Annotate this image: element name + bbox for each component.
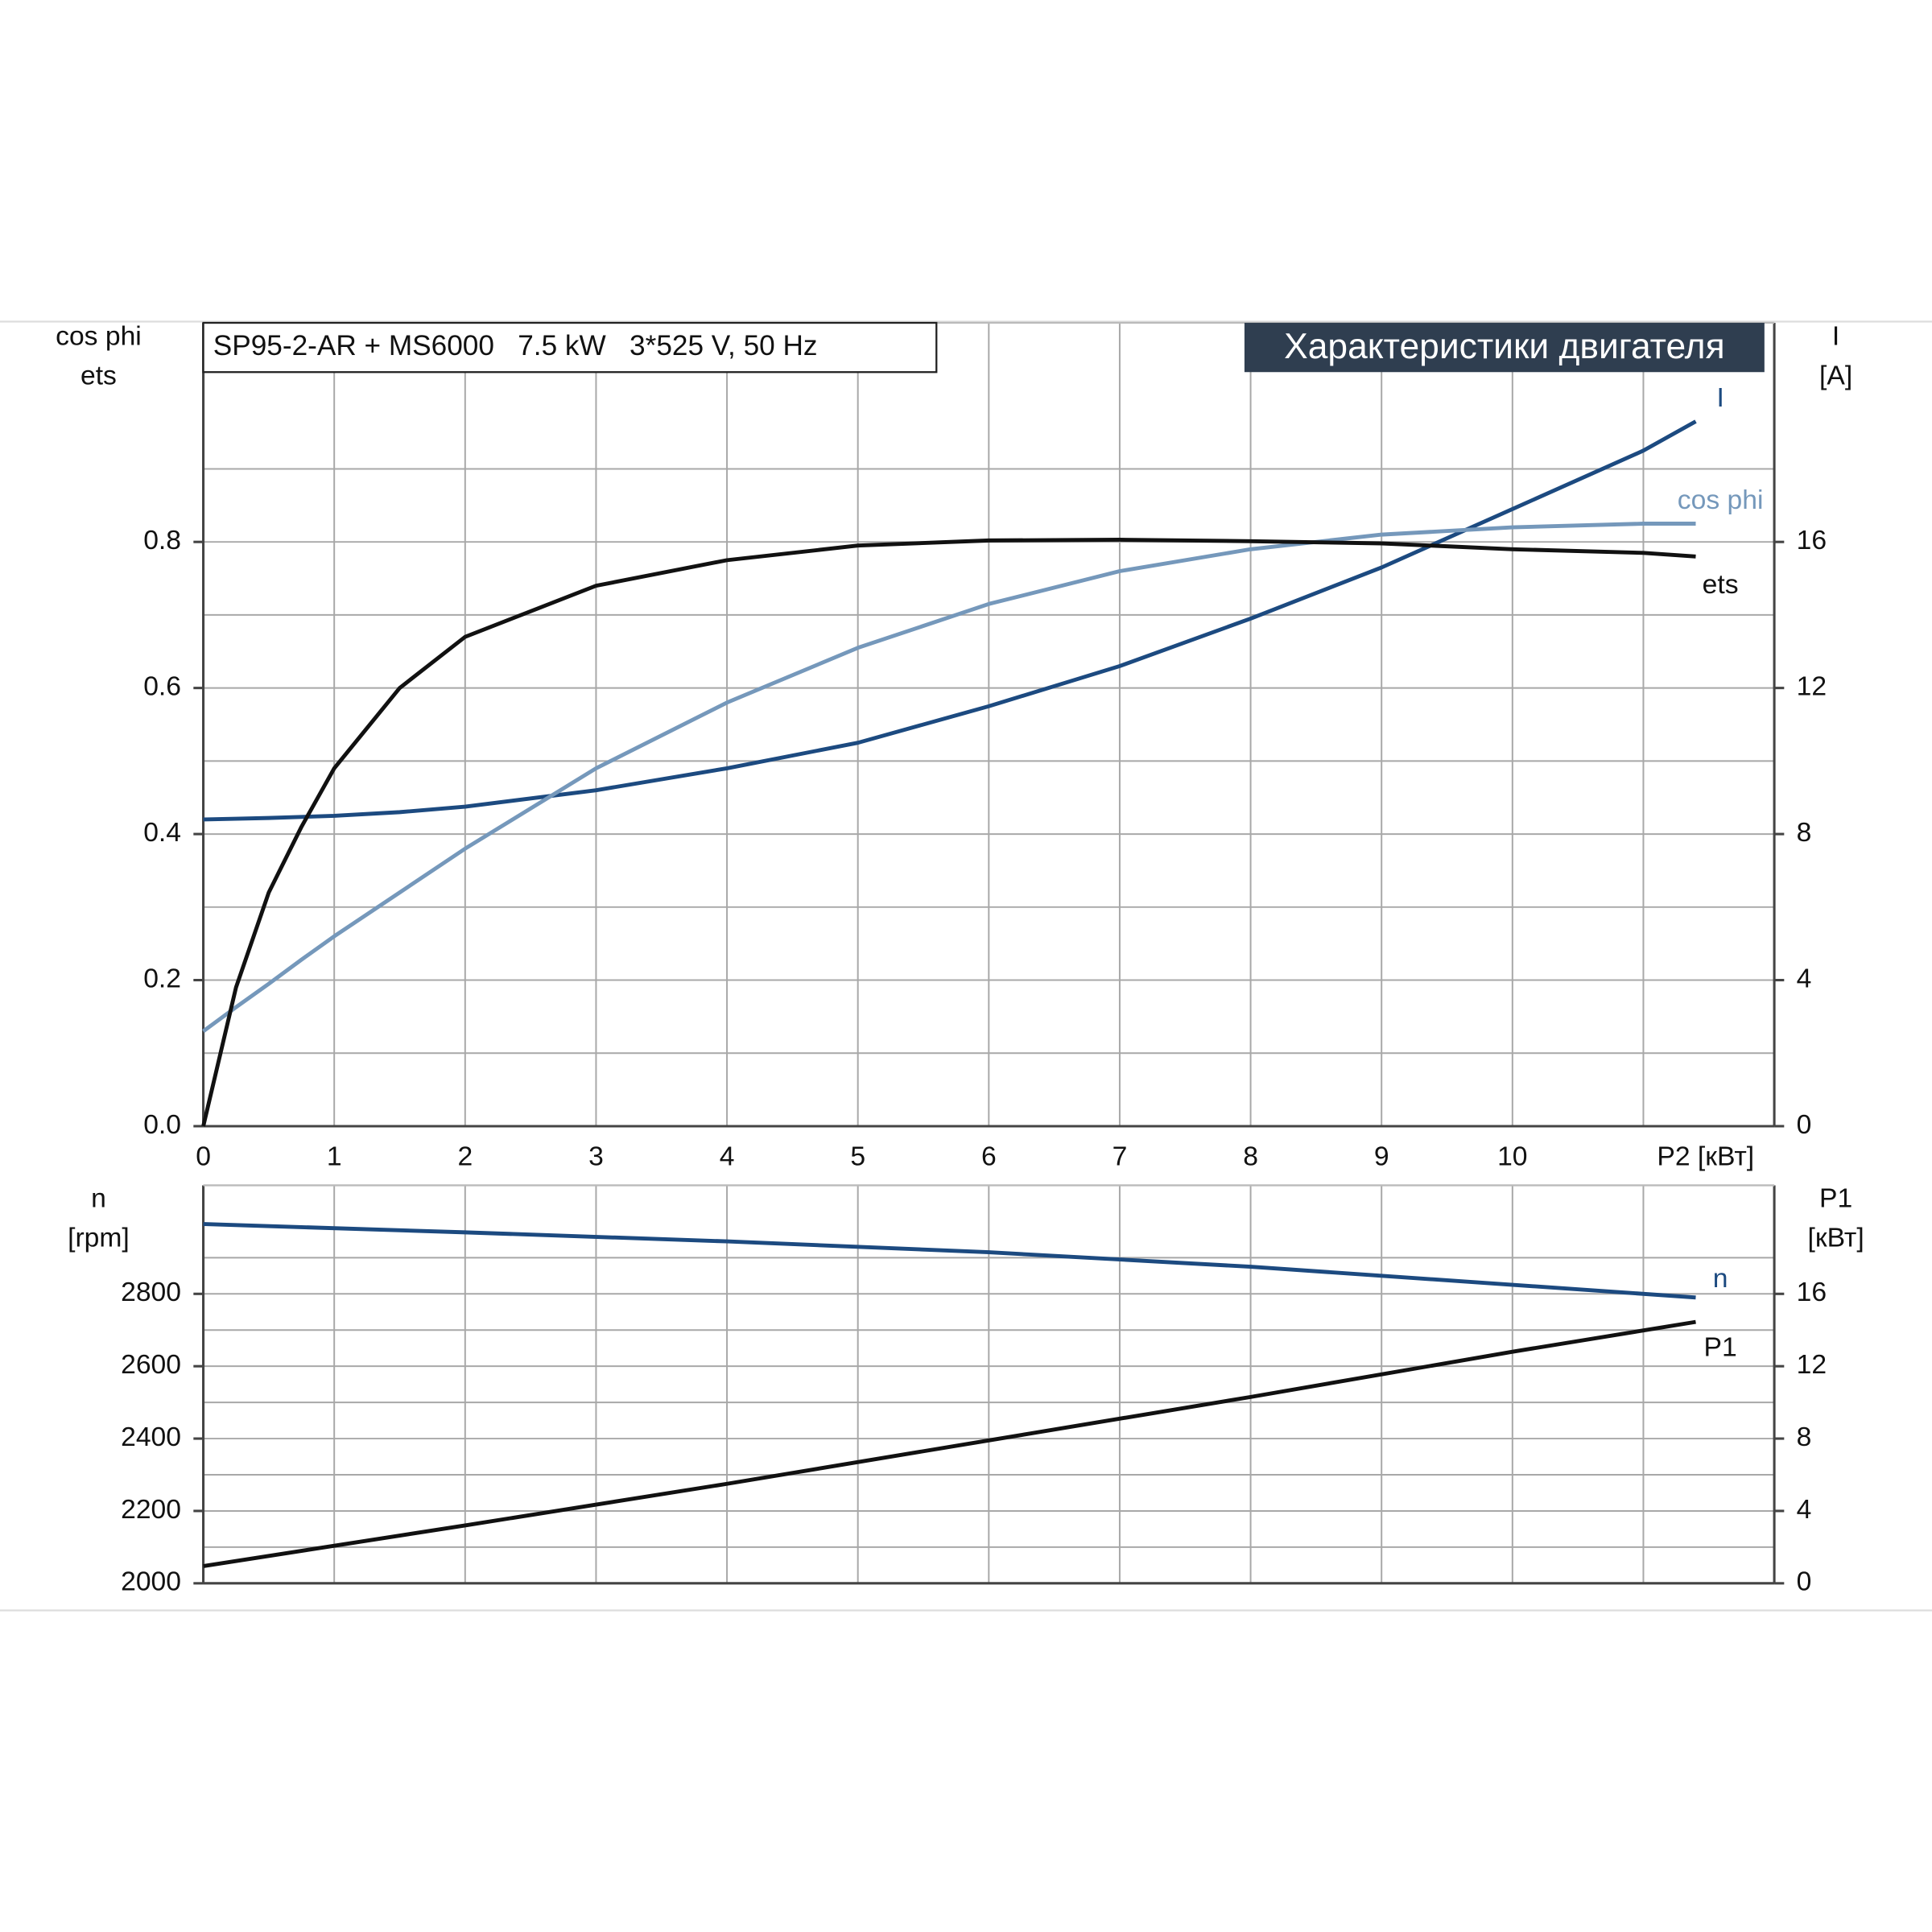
y2-tick-label: 4 [1797,964,1812,993]
y-tick-label: 2000 [121,1567,181,1597]
y2-axis-label: I [1832,321,1839,351]
y-axis-label: [rpm] [68,1224,130,1253]
y-tick-label: 2200 [121,1495,181,1525]
y-tick-label: 0.2 [143,964,181,993]
series-line [203,1319,1696,1568]
y-axis-label: n [91,1184,106,1214]
x-tick-label: 9 [1374,1142,1389,1172]
y2-tick-label: 12 [1797,672,1827,702]
x-tick-label: 8 [1243,1142,1258,1172]
title-banner [1244,323,1765,373]
x-tick-label: 5 [850,1142,865,1172]
series-label: P1 [1704,1333,1737,1363]
series-line [203,419,1697,822]
y-tick-label: 0.0 [143,1110,181,1140]
y-tick-label: 0.8 [143,526,181,555]
y2-tick-label: 12 [1797,1350,1827,1380]
x-tick-label: 4 [720,1142,735,1172]
y2-axis-label: P1 [1819,1184,1852,1214]
x-tick-label: 0 [196,1142,211,1172]
y2-axis-label: [кВт] [1808,1224,1864,1253]
x-tick-label: 2 [457,1142,473,1172]
y-tick-label: 0.4 [143,818,181,848]
title-box [202,321,938,374]
y-tick-label: 0.6 [143,672,181,702]
series-label: I [1716,383,1724,413]
series-line [203,1222,1696,1300]
series-label: cos phi [1678,485,1764,515]
y2-tick-label: 4 [1797,1495,1812,1525]
series-label: n [1713,1264,1728,1294]
y2-tick-label: 16 [1797,526,1827,555]
y2-tick-label: 16 [1797,1278,1827,1307]
x-tick-label: 3 [588,1142,604,1172]
y2-tick-label: 8 [1797,818,1812,848]
series-line [202,522,1696,1034]
y-tick-label: 2400 [121,1422,181,1452]
y-tick-label: 2600 [121,1350,181,1380]
y2-tick-label: 0 [1797,1110,1812,1140]
y2-axis-label: [A] [1819,361,1852,390]
chart-title: SP95-2-AR + MS6000 7.5 kW 3*525 V, 50 Hz [213,330,818,361]
y-axis-label: ets [80,361,117,390]
y-axis-label: cos phi [56,321,142,351]
x-tick-label: 7 [1113,1142,1128,1172]
y2-tick-label: 0 [1797,1567,1812,1597]
series-label: ets [1703,570,1739,600]
x-tick-label: 10 [1497,1142,1527,1172]
y2-tick-label: 8 [1797,1422,1812,1452]
series-line [201,538,1696,1127]
chart-subtitle: Характеристики двигателя [1284,327,1724,366]
x-tick-label: 6 [981,1142,997,1172]
x-tick-label: 1 [327,1142,342,1172]
x-axis-label: P2 [кВт] [1657,1142,1754,1172]
y-tick-label: 2800 [121,1278,181,1307]
